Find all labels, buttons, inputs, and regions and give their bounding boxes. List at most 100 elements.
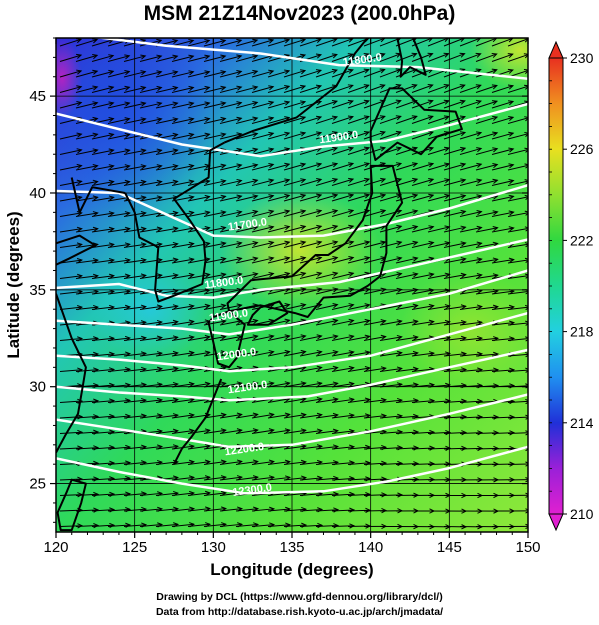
wind-vector <box>155 55 178 62</box>
wind-vector-head <box>493 430 500 436</box>
wind-vector <box>123 508 146 512</box>
wind-vector-head <box>284 240 291 246</box>
wind-vector <box>411 226 434 233</box>
wind-vector-head <box>284 412 291 418</box>
wind-vector-head <box>236 163 243 169</box>
wind-vector <box>187 39 210 47</box>
wind-vector <box>395 336 418 341</box>
wind-vector <box>123 384 146 388</box>
wind-vector-head <box>348 193 355 199</box>
wind-vector-head <box>524 210 528 216</box>
wind-vector-head <box>268 69 275 75</box>
wind-vector <box>299 178 322 186</box>
wind-vector-head <box>427 99 434 105</box>
wind-vector-head <box>300 69 307 75</box>
wind-vector <box>139 181 162 186</box>
wind-vector <box>363 84 385 93</box>
wind-vector-head <box>460 241 467 247</box>
wind-vector-head <box>284 256 291 262</box>
wind-vector-head <box>220 475 227 481</box>
wind-vector <box>379 210 402 217</box>
wind-vector-head <box>412 272 419 278</box>
wind-vector <box>219 226 242 233</box>
wind-vector <box>427 53 449 62</box>
wind-vector <box>395 257 418 264</box>
wind-vector-head <box>268 194 275 200</box>
wind-vector-head <box>236 70 243 76</box>
wind-vector <box>219 382 242 388</box>
wind-vector-head <box>172 85 179 92</box>
wind-vector <box>491 85 514 93</box>
wind-vector <box>315 351 338 357</box>
wind-vector-head <box>188 70 195 76</box>
wind-vector-head <box>523 84 528 90</box>
wind-vector-head <box>188 163 195 170</box>
x-tick-label: 145 <box>437 539 462 556</box>
wind-vector-head <box>188 459 195 465</box>
wind-vector-head <box>524 257 528 263</box>
wind-vector-head <box>124 179 131 185</box>
wind-vector <box>475 227 498 233</box>
wind-vector-head <box>172 335 179 341</box>
wind-vector <box>91 55 114 62</box>
wind-vector-head <box>172 366 179 372</box>
wind-vector <box>59 133 82 140</box>
wind-vector <box>219 320 242 326</box>
wind-vector <box>235 523 258 527</box>
wind-vector <box>299 194 322 202</box>
wind-vector-head <box>316 209 323 215</box>
wind-vector <box>331 383 354 388</box>
wind-vector <box>171 39 194 47</box>
wind-vector <box>235 70 258 78</box>
wind-vector-head <box>140 70 147 76</box>
wind-vector-head <box>299 38 307 44</box>
y-tick-label: 40 <box>29 185 46 202</box>
wind-vector <box>347 462 370 465</box>
wind-vector-head <box>252 256 259 262</box>
wind-vector-head <box>396 240 403 246</box>
wind-vector <box>395 304 418 310</box>
wind-vector <box>155 180 178 186</box>
wind-vector-head <box>204 210 211 216</box>
wind-vector <box>299 38 322 47</box>
wind-vector <box>475 353 498 357</box>
wind-vector-head <box>476 194 483 200</box>
wind-vector-head <box>77 429 84 436</box>
wind-vector-head <box>429 445 436 451</box>
wind-vector-head <box>349 523 356 529</box>
wind-vector <box>507 149 528 155</box>
wind-vector-head <box>460 162 467 168</box>
wind-vector <box>363 399 386 403</box>
wind-vector <box>219 133 242 140</box>
wind-vector-head <box>381 492 388 498</box>
wind-vector <box>347 320 370 326</box>
wind-vector <box>107 243 130 248</box>
wind-vector-head <box>300 381 307 387</box>
wind-vector <box>475 132 498 140</box>
wind-vector-head <box>460 272 467 278</box>
wind-vector <box>443 131 466 140</box>
wind-vector <box>91 368 114 372</box>
wind-vector <box>379 100 401 109</box>
wind-vector <box>491 211 514 217</box>
wind-vector <box>219 289 242 295</box>
wind-vector-head <box>220 101 227 107</box>
footer-data-credit: Data from http://database.rish.kyoto-u.a… <box>155 606 444 618</box>
wind-vector <box>123 165 146 171</box>
wind-vector <box>75 369 98 372</box>
wind-vector-head <box>108 195 115 201</box>
wind-vector <box>459 353 482 357</box>
wind-vector-head <box>316 334 323 340</box>
wind-vector <box>491 369 514 372</box>
wind-vector <box>123 86 146 93</box>
wind-vector-head <box>491 84 498 90</box>
wind-vector <box>267 117 290 124</box>
wind-vector <box>395 431 418 434</box>
wind-vector <box>315 525 339 527</box>
x-tick-label: 125 <box>122 539 147 556</box>
wind-vector <box>283 429 306 434</box>
wind-vector-head <box>475 52 482 58</box>
wind-vector-head <box>428 240 435 247</box>
wind-vector-head <box>509 414 516 420</box>
wind-vector <box>251 179 274 186</box>
